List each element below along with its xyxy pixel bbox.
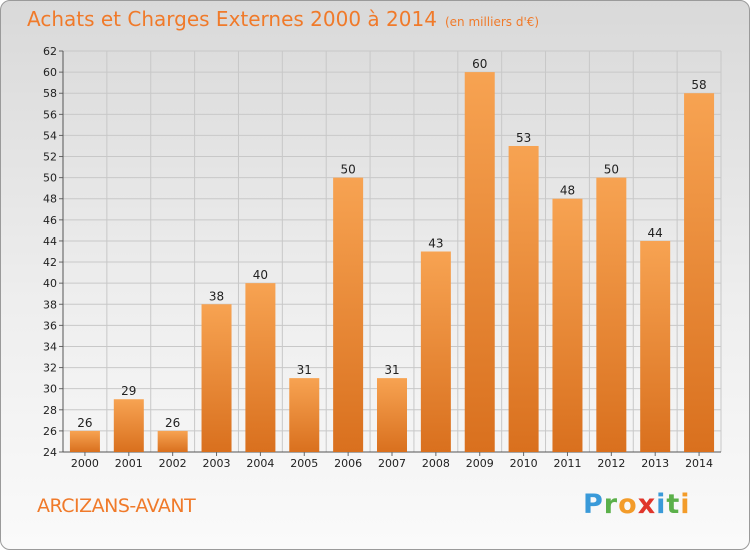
x-tick-label-2011: 2011 [553, 457, 581, 470]
bar-2002 [157, 430, 188, 452]
logo-letter: o [618, 489, 638, 520]
x-tick-label-2003: 2003 [203, 457, 231, 470]
logo-letter: x [637, 489, 657, 520]
value-label-2001: 29 [121, 384, 136, 398]
value-label-2007: 31 [384, 363, 399, 377]
value-label-2000: 26 [77, 416, 92, 430]
title-unit: (en milliers d'€) [444, 15, 540, 29]
value-label-2002: 26 [165, 416, 180, 430]
y-tick-label: 32 [43, 362, 57, 375]
x-tick-label-2013: 2013 [641, 457, 669, 470]
value-label-2004: 40 [253, 268, 268, 282]
y-tick-label: 38 [43, 298, 57, 311]
bar-2003 [201, 304, 232, 452]
y-tick-label: 36 [43, 319, 57, 332]
x-tick-label-2008: 2008 [422, 457, 450, 470]
logo-letter: i [680, 489, 691, 520]
bar-2006 [333, 177, 364, 452]
x-tick-label-2006: 2006 [334, 457, 362, 470]
logo-letter: i [656, 489, 667, 520]
x-tick-label-2014: 2014 [685, 457, 713, 470]
y-tick-label: 34 [43, 340, 57, 353]
y-tick-label: 50 [43, 172, 57, 185]
x-tick-label-2010: 2010 [510, 457, 538, 470]
x-tick-label-2009: 2009 [466, 457, 494, 470]
bar-2008 [420, 251, 451, 452]
value-label-2009: 60 [472, 57, 487, 71]
labels: 24 26 28 30 32 34 36 38 40 42 44 46 48 50 52 54 56 58 60 62… [43, 45, 713, 470]
bar-2010 [508, 145, 539, 452]
bar-2011 [552, 198, 583, 452]
proxiti-logo[interactable]: Proxiti [583, 489, 691, 520]
value-label-2013: 44 [648, 226, 663, 240]
y-tick-label: 30 [43, 383, 57, 396]
y-tick-label: 58 [43, 87, 57, 100]
bar-2004 [245, 283, 276, 452]
x-tick-label-2002: 2002 [159, 457, 187, 470]
y-tick-label: 56 [43, 108, 57, 121]
value-label-2011: 48 [560, 184, 575, 198]
bar-2013 [640, 240, 671, 452]
y-tick-label: 24 [43, 446, 57, 459]
value-label-2008: 43 [428, 237, 443, 251]
y-tick-label: 28 [43, 404, 57, 417]
y-tick-label: 26 [43, 425, 57, 438]
bar-2009 [464, 72, 495, 453]
logo-letter: P [583, 489, 604, 520]
bars [69, 72, 715, 453]
value-label-2005: 31 [297, 363, 312, 377]
x-tick-label-2005: 2005 [290, 457, 318, 470]
y-tick-label: 44 [43, 235, 57, 248]
y-tick-label: 52 [43, 151, 57, 164]
x-tick-label-2007: 2007 [378, 457, 406, 470]
y-tick-label: 46 [43, 214, 57, 227]
y-tick-label: 40 [43, 277, 57, 290]
bar-2000 [69, 430, 100, 452]
title-text: Achats et Charges Externes 2000 à 2014 [27, 7, 437, 31]
value-label-2006: 50 [340, 163, 355, 177]
value-label-2014: 58 [691, 78, 706, 92]
bar-2014 [684, 93, 715, 453]
bar-2007 [377, 378, 407, 452]
logo-letter: t [666, 489, 681, 520]
bar-2001 [113, 399, 144, 452]
y-tick-label: 48 [43, 193, 57, 206]
value-label-2003: 38 [209, 289, 224, 303]
x-tick-label-2001: 2001 [115, 457, 143, 470]
value-label-2010: 53 [516, 131, 531, 145]
x-tick-label-2004: 2004 [246, 457, 274, 470]
x-tick-label-2012: 2012 [597, 457, 625, 470]
bar-2005 [289, 378, 320, 452]
chart-title: Achats et Charges Externes 2000 à 2014 (e… [27, 7, 539, 31]
y-tick-label: 60 [43, 66, 57, 79]
x-tick-label-2000: 2000 [71, 457, 99, 470]
y-tick-label: 42 [43, 256, 57, 269]
commune-name: ARCIZANS-AVANT [37, 495, 196, 517]
bar-2012 [596, 177, 627, 452]
value-label-2012: 50 [604, 163, 619, 177]
y-tick-label: 54 [43, 129, 57, 142]
y-tick-label: 62 [43, 45, 57, 58]
logo-letter: r [603, 489, 619, 520]
